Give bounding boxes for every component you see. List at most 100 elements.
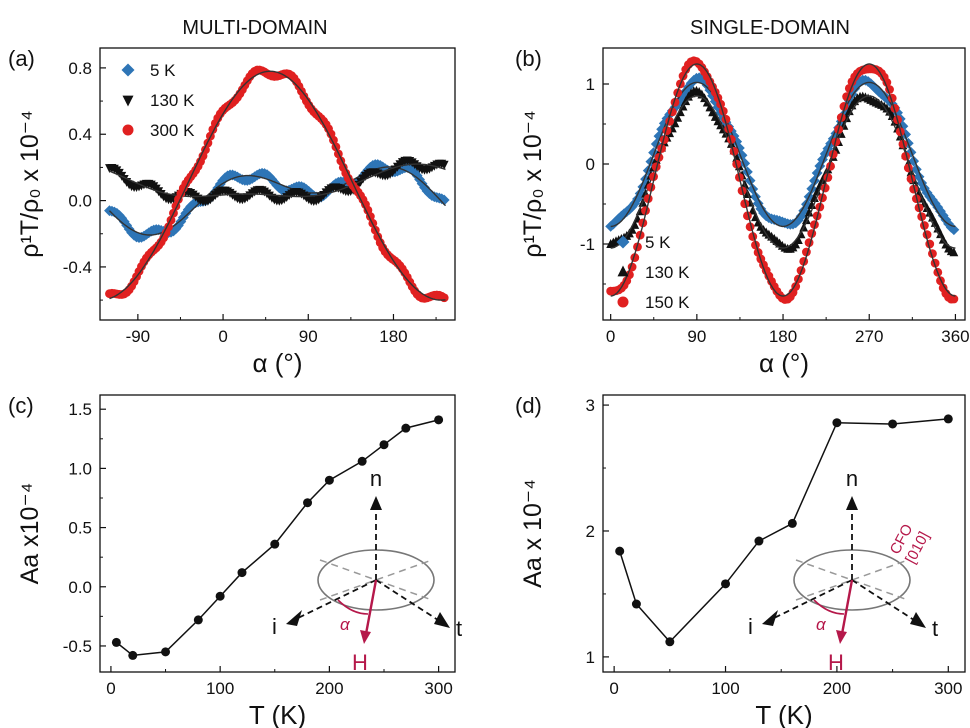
data-point xyxy=(754,536,764,546)
data-point xyxy=(758,207,769,219)
data-point xyxy=(615,546,625,556)
data-point xyxy=(949,294,959,304)
legend-label: 130 K xyxy=(150,91,195,110)
i-arrowhead xyxy=(762,610,778,626)
x-tick-label: 100 xyxy=(206,679,234,698)
x-tick-label: 90 xyxy=(687,327,706,346)
data-point xyxy=(409,166,421,178)
data-point xyxy=(303,498,313,508)
data-point xyxy=(949,247,959,257)
y-tick-label: 1.0 xyxy=(68,459,92,478)
data-point xyxy=(793,235,803,244)
x-tick-label: 300 xyxy=(424,679,452,698)
data-point xyxy=(681,96,691,106)
data-point xyxy=(438,194,450,206)
panel-a-chart: -90 0 90 180 -0.4 0.0 0.4 0.8 (a) α (°) ρ¹T/ρ₀ x 1… xyxy=(8,46,456,378)
t-label: t xyxy=(456,616,462,641)
data-point xyxy=(787,518,797,528)
series-line xyxy=(115,419,439,657)
data-point xyxy=(810,220,819,230)
n-arrowhead xyxy=(370,496,382,510)
data-point xyxy=(718,106,728,116)
data-point xyxy=(434,415,444,425)
data-point xyxy=(818,175,827,185)
n-arrowhead xyxy=(846,496,858,510)
y-tick-label: 0 xyxy=(586,155,595,174)
x-tick-label: 180 xyxy=(769,327,797,346)
plot-frame xyxy=(99,47,456,321)
legend-label: 5 K xyxy=(150,61,176,80)
data-point xyxy=(379,440,389,450)
x-tick-label: -90 xyxy=(126,327,151,346)
x-axis-label: T (K) xyxy=(249,700,306,728)
i-arrowhead xyxy=(286,610,302,626)
data-point xyxy=(439,160,449,170)
t-arrowhead xyxy=(910,612,926,628)
i-label: i xyxy=(748,614,753,639)
data-point xyxy=(832,418,842,428)
data-point xyxy=(807,200,817,210)
y-axis-label: Aa x 10⁻⁴ xyxy=(519,479,547,588)
t-axis xyxy=(851,579,915,621)
h-arrowhead xyxy=(360,630,371,644)
y-axis-label: ρ¹T/ρ₀ x 10⁻⁴ xyxy=(519,110,547,258)
data-point xyxy=(161,647,171,657)
data-point xyxy=(193,615,203,625)
x-axis-label: α (°) xyxy=(759,348,809,378)
dashed-diagonal xyxy=(319,559,433,601)
y-tick-label: 0.0 xyxy=(68,192,92,211)
data-point xyxy=(817,154,828,165)
y-axis-label: ρ¹T/ρ₀ x 10⁻⁴ xyxy=(16,110,44,258)
data-point xyxy=(439,293,449,303)
x-tick-label: 270 xyxy=(855,327,883,346)
y-tick-label: -0.5 xyxy=(63,637,92,656)
alpha-arc xyxy=(813,599,845,615)
data-point xyxy=(631,599,641,609)
data-point xyxy=(266,173,278,185)
data-point xyxy=(630,219,640,229)
x-tick-label: 180 xyxy=(379,327,407,346)
header-single-domain: SINGLE-DOMAIN xyxy=(690,17,850,39)
data-point xyxy=(913,171,925,183)
data-point xyxy=(237,568,247,578)
data-point xyxy=(182,204,194,215)
data-point xyxy=(128,650,138,660)
x-axis-label: α (°) xyxy=(253,348,303,378)
data-point xyxy=(929,198,941,209)
header-multi-domain: MULTI-DOMAIN xyxy=(182,17,327,39)
legend-marker xyxy=(121,63,135,77)
data-point xyxy=(804,207,814,217)
series-1 xyxy=(105,156,449,207)
plot-frame xyxy=(99,394,456,673)
data-point xyxy=(111,637,121,647)
panel-c-chart: 0 100 200 300 -0.5 0.0 0.5 1.0 1.5 (c) T (K) Aa x10… xyxy=(8,393,462,728)
data-point xyxy=(740,199,750,209)
y-tick-label: 2 xyxy=(586,522,595,541)
data-point xyxy=(680,86,692,97)
i-axis xyxy=(773,579,853,619)
y-tick-label: 1 xyxy=(586,75,595,94)
data-point xyxy=(812,186,822,196)
data-point xyxy=(709,96,721,107)
i-axis xyxy=(297,579,377,619)
panel-b-chart: 0 90 180 270 360 -1 0 1 (b) α (°) ρ¹T/ρ₀ x 10⁻⁴ 5 K… xyxy=(515,46,970,378)
panel-label: (c) xyxy=(8,393,34,418)
legend-label: 150 K xyxy=(645,293,690,312)
data-point xyxy=(648,147,659,158)
data-point xyxy=(683,81,694,93)
data-point xyxy=(357,456,367,466)
series-2 xyxy=(105,65,449,303)
legend-marker xyxy=(122,95,134,107)
x-tick-label: 300 xyxy=(934,679,962,698)
y-tick-label: -0.4 xyxy=(63,258,92,277)
t-arrowhead xyxy=(434,612,450,628)
data-point xyxy=(170,223,182,235)
h-vector xyxy=(364,579,378,635)
geometry-inset: n i t Hα xyxy=(272,466,462,675)
y-tick-label: 0.5 xyxy=(68,519,92,538)
y-tick-label: 3 xyxy=(586,396,595,415)
legend-marker xyxy=(617,296,629,308)
plot-frame xyxy=(602,47,966,321)
